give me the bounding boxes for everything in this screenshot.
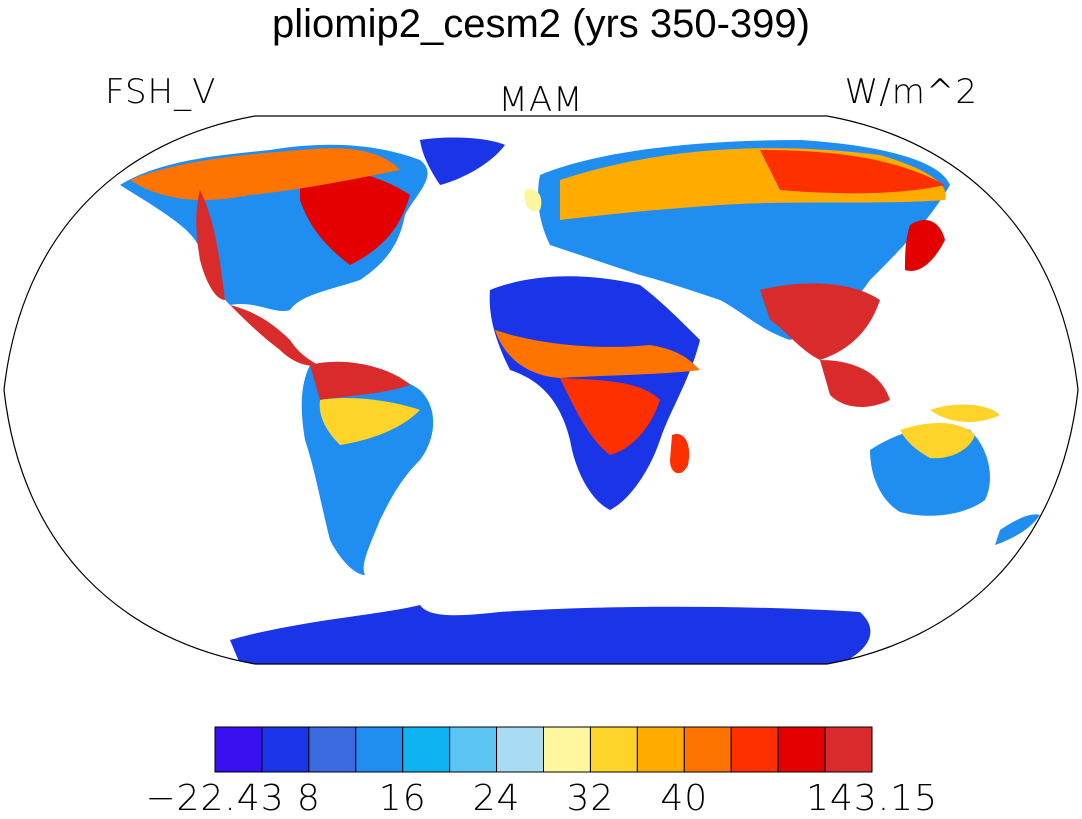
colorbar-swatch <box>824 726 873 773</box>
central-america <box>230 305 318 366</box>
north-america-west <box>196 190 225 300</box>
colorbar-tick-label: 8 <box>296 778 321 819</box>
colorbar-tick-label: 40 <box>660 778 709 819</box>
new-zealand <box>995 514 1040 545</box>
colorbar-swatch <box>543 726 591 773</box>
uk <box>524 188 542 212</box>
southeast-asia <box>820 360 890 407</box>
south-america-center <box>319 398 420 445</box>
south-asia <box>760 283 880 360</box>
new-guinea <box>930 404 1000 422</box>
colorbar-swatch <box>496 726 545 773</box>
colorbar-swatch <box>730 726 779 773</box>
colorbar-tick-label: 32 <box>566 778 615 819</box>
africa-central <box>560 378 660 455</box>
colorbar-swatch <box>308 726 357 773</box>
plot-title: pliomip2_cesm2 (yrs 350-399) <box>271 2 810 46</box>
colorbar-swatch <box>589 726 638 773</box>
colorbar-swatch <box>261 726 310 773</box>
australia-north <box>900 423 975 459</box>
colorbar-tick-label: 143.15 <box>806 778 938 819</box>
colorbar-swatch <box>402 726 451 773</box>
colorbar-swatch <box>777 726 826 773</box>
colorbar-tick-label: 24 <box>472 778 521 819</box>
map-outline <box>3 115 1079 665</box>
colorbar-swatch <box>449 726 498 773</box>
madagascar <box>670 434 690 474</box>
south-america-north <box>310 361 410 400</box>
colorbar-swatch <box>214 726 263 773</box>
colorbar-tick-label: −22.43 <box>145 778 285 819</box>
season-label: MAM <box>498 80 584 120</box>
greenland <box>420 137 505 185</box>
japan <box>905 220 945 271</box>
siberia-east <box>760 150 945 194</box>
units-label: W/m^2 <box>844 72 978 112</box>
north-america-east <box>300 168 410 265</box>
variable-label: FSH_V <box>105 72 217 112</box>
antarctica-region <box>230 605 871 664</box>
colorbar-swatch <box>636 726 685 773</box>
north-america-north <box>130 148 400 200</box>
colorbar-swatch <box>683 726 732 773</box>
colorbar-swatch <box>355 726 404 773</box>
colorbar-tick-label: 16 <box>378 778 427 819</box>
africa-sahel <box>495 330 700 378</box>
